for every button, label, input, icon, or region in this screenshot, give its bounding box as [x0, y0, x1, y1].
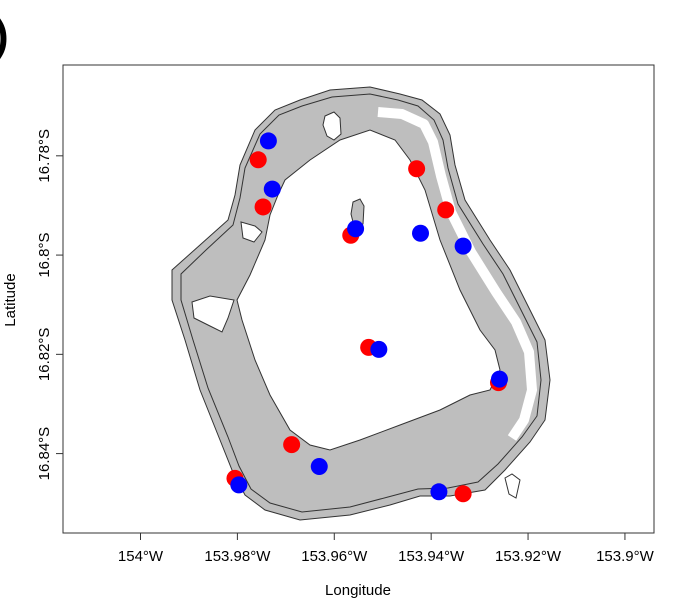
sample-points: [226, 132, 508, 503]
blue-point: [412, 224, 430, 242]
east-channel: [377, 107, 537, 441]
red-point: [283, 436, 301, 454]
blue-point: [430, 483, 448, 501]
panel-label: ): [0, 14, 9, 58]
red-point: [249, 151, 267, 169]
x-tick-label: 153.98°W: [204, 548, 271, 565]
blue-point: [454, 237, 472, 255]
y-axis: 16.78°S 16.8°S 16.82°S 16.84°S: [36, 129, 63, 480]
southeast-pond: [504, 473, 521, 499]
y-axis-title: Latitude: [2, 273, 19, 326]
north-islet-pond: [322, 111, 342, 141]
atoll-land: [171, 86, 551, 521]
blue-point: [259, 132, 277, 150]
y-tick-label: 16.82°S: [36, 328, 53, 382]
red-point: [408, 160, 426, 178]
y-tick-label: 16.78°S: [36, 129, 53, 183]
northwest-pond: [240, 221, 263, 243]
blue-point: [490, 370, 508, 388]
x-axis-title: Longitude: [325, 582, 391, 599]
red-point: [437, 201, 455, 219]
x-tick-label: 153.9°W: [596, 548, 655, 565]
lagoon: [236, 129, 501, 451]
x-tick-label: 153.92°W: [495, 548, 562, 565]
blue-point: [370, 340, 388, 358]
blue-point: [263, 180, 281, 198]
red-point: [254, 198, 272, 216]
west-pond: [191, 295, 235, 333]
blue-point: [310, 457, 328, 475]
x-axis: 154°W 153.98°W 153.96°W 153.94°W 153.92°W 153…: [118, 533, 655, 565]
plot-frame: [62, 64, 655, 534]
y-tick-label: 16.8°S: [36, 232, 53, 277]
y-tick-label: 16.84°S: [36, 427, 53, 481]
x-tick-label: 153.96°W: [301, 548, 368, 565]
red-point: [454, 485, 472, 503]
x-tick-label: 153.94°W: [398, 548, 465, 565]
blue-point: [347, 220, 365, 238]
x-tick-label: 154°W: [118, 548, 164, 565]
blue-point: [230, 476, 248, 494]
lagoon-island: [350, 198, 365, 227]
